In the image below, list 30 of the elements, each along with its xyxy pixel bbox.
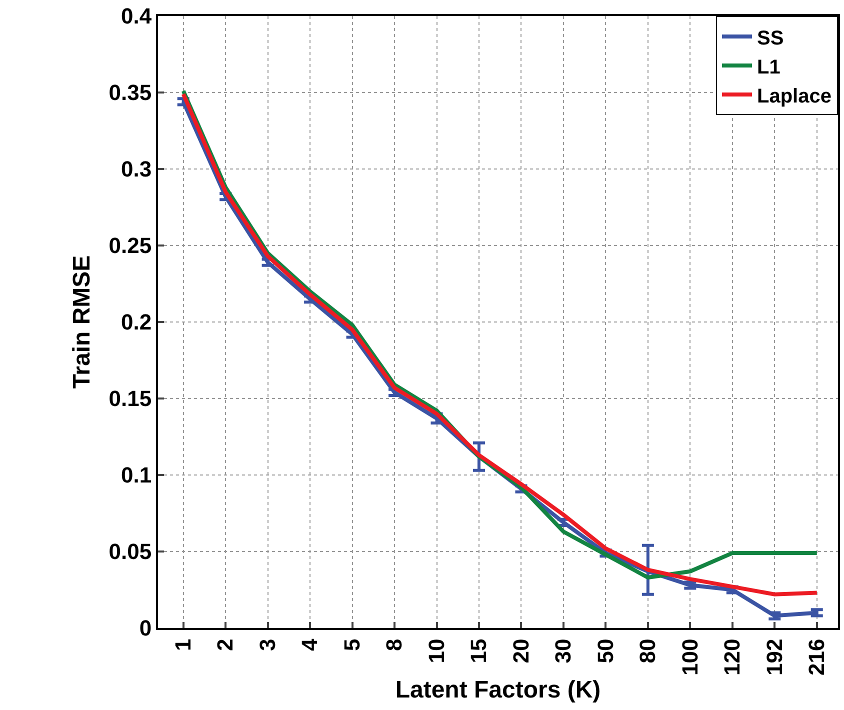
- x-tick-label: 50: [592, 638, 618, 664]
- y-tick-label: 0.3: [121, 156, 152, 182]
- x-tick-label: 100: [677, 638, 702, 676]
- x-tick-label: 30: [550, 638, 576, 664]
- x-tick-label: 8: [382, 638, 407, 652]
- legend-label: Laplace: [757, 85, 832, 108]
- y-tick-label: 0.1: [121, 462, 152, 488]
- x-tick-label: 1: [170, 638, 196, 652]
- legend-label: L1: [757, 56, 780, 78]
- y-tick-label: 0.15: [108, 386, 152, 412]
- y-tick-label: 0.25: [108, 233, 152, 258]
- x-tick-label: 4: [297, 638, 322, 652]
- y-tick-label: 0: [139, 616, 152, 641]
- x-tick-label: 120: [720, 638, 745, 676]
- y-tick-label: 0.2: [121, 310, 152, 335]
- x-tick-label: 2: [212, 638, 238, 652]
- y-tick-label: 0.05: [108, 539, 152, 564]
- y-tick-label: 0.35: [108, 80, 152, 106]
- y-axis-title: Train RMSE: [68, 255, 96, 389]
- x-tick-label: 5: [339, 638, 364, 652]
- x-axis-title: Latent Factors (K): [395, 676, 601, 704]
- legend-label: SS: [757, 27, 784, 50]
- x-tick-label: 216: [804, 638, 830, 676]
- x-tick-label: 20: [508, 638, 534, 664]
- y-tick-label: 0.4: [121, 4, 152, 29]
- x-tick-label: 15: [466, 638, 492, 664]
- x-tick-label: 10: [424, 638, 449, 664]
- x-tick-label: 3: [254, 638, 280, 652]
- x-tick-label: 192: [762, 638, 787, 676]
- x-tick-label: 80: [635, 638, 660, 664]
